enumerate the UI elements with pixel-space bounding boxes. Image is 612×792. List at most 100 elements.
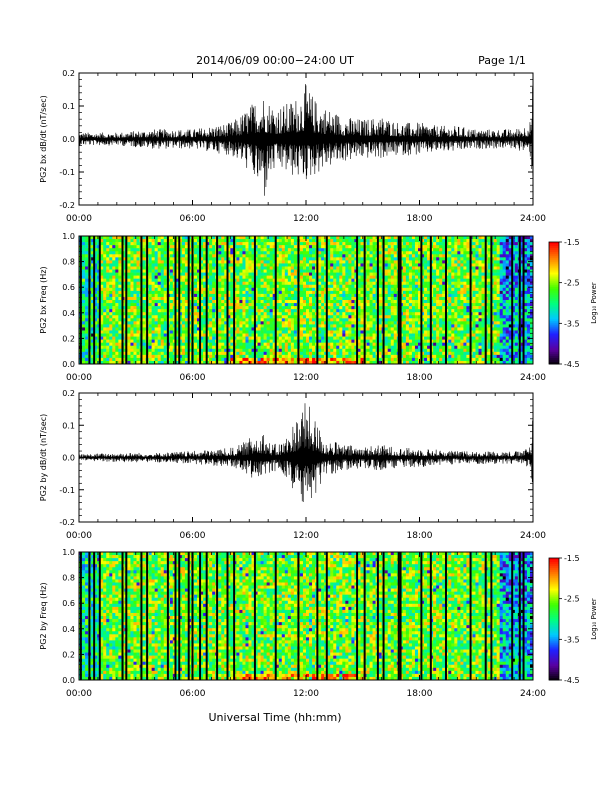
spectrogram-cell [393, 357, 398, 362]
spectrogram-cell [369, 333, 373, 337]
spectrogram-cell [242, 351, 246, 356]
spectrogram-cell [424, 263, 428, 267]
spectrogram-cell [272, 300, 277, 304]
spectrogram-cell [357, 239, 361, 243]
spectrogram-cell [130, 351, 134, 356]
spectrogram-cell [254, 315, 258, 319]
spectrogram-cell [263, 245, 267, 249]
spectrogram-cell [221, 272, 225, 276]
spectrogram-cell [348, 327, 352, 331]
spectrogram-cell [272, 318, 277, 322]
spectrogram-cell [175, 245, 180, 249]
spectrogram-cell [142, 321, 146, 325]
spectrogram-cell [230, 263, 234, 267]
spectrogram-cell [148, 275, 152, 279]
spectrogram-cell [239, 330, 243, 334]
spectrogram-cell [209, 303, 213, 307]
spectrogram-cell [112, 339, 116, 343]
spectrogram-cell [112, 281, 116, 286]
spectrogram-cell [151, 327, 155, 331]
spectrogram-cell [245, 348, 249, 353]
spectrogram-cell [309, 342, 313, 347]
spectrogram-cell [230, 354, 234, 359]
spectrogram-cell [230, 248, 234, 252]
spectrogram-cell [260, 263, 264, 267]
spectrogram-cell [236, 342, 240, 347]
spectrogram-cell [421, 348, 425, 353]
spectrogram-cell [309, 266, 313, 270]
spectrogram-cell [239, 293, 243, 298]
spectrogram-cell [127, 290, 131, 295]
spectrogram-cell [299, 336, 304, 340]
spectrogram-cell [82, 330, 86, 334]
spectrogram-cell [357, 263, 361, 267]
spectrogram-cell [302, 269, 307, 273]
spectrogram-cell [351, 309, 355, 313]
spectrogram-cell [181, 354, 186, 359]
spectrogram-cell [133, 257, 137, 261]
spectrogram-cell [299, 269, 304, 273]
spectrogram-cell [330, 333, 334, 337]
spectrogram-cell [103, 327, 107, 331]
spectrogram-cell [203, 287, 207, 292]
spectrogram-cell [248, 287, 252, 292]
spectrogram-cell [309, 321, 313, 325]
spectrogram-cell [342, 272, 346, 276]
spectrogram-cell [330, 327, 334, 331]
spectrogram-cell [369, 260, 373, 264]
spectrogram-cell [284, 354, 289, 359]
spectrogram-cell [118, 266, 122, 270]
spectrogram-cell [424, 321, 428, 325]
spectrogram-cell [163, 245, 168, 249]
spectrogram-cell [136, 333, 140, 337]
spectrogram-cell [390, 239, 395, 243]
spectrogram-cell [424, 266, 428, 270]
spectrogram-cell [85, 357, 89, 362]
spectrogram-cell [336, 239, 340, 243]
spectrogram-cell [169, 330, 174, 334]
spectrogram-cell [106, 300, 110, 304]
spectrogram-cell [306, 269, 310, 273]
spectrogram-cell [411, 309, 416, 313]
spectrogram-cell [136, 354, 140, 359]
spectrogram-cell [411, 260, 416, 264]
spectrogram-cell [333, 300, 337, 304]
spectrogram-cell [378, 266, 382, 270]
spectrogram-cell [414, 287, 419, 292]
spectrogram-cell [369, 281, 373, 286]
spectrogram-cell [390, 257, 395, 261]
spectrogram-cell [272, 306, 277, 310]
spectrogram-cell [160, 336, 165, 340]
spectrogram-cell [209, 357, 213, 362]
spectrogram-cell [115, 315, 119, 319]
spectrogram-cell [424, 290, 428, 295]
spectrogram-cell [390, 312, 395, 316]
spectrogram-cell [318, 357, 322, 362]
spectrogram-cell [357, 251, 361, 255]
spectrogram-cell [427, 309, 431, 313]
spectrogram-cell [200, 257, 204, 261]
spectrogram-cell [393, 324, 398, 328]
spectrogram-cell [309, 242, 313, 246]
spectrogram-cell [411, 336, 416, 340]
spectrogram-cell [224, 318, 228, 322]
spectrogram-cell [408, 278, 413, 283]
spectrogram-cell [175, 312, 180, 316]
spectrogram-cell [333, 318, 337, 322]
spectrogram-cell [287, 284, 292, 289]
spectrogram-cell [154, 318, 158, 322]
spectrogram-cell [290, 254, 295, 258]
spectrogram-cell [227, 284, 231, 289]
spectrogram-cell [302, 281, 307, 286]
spectrogram-cell [366, 312, 370, 316]
spectrogram-cell [327, 281, 331, 286]
spectrogram-cell [427, 336, 431, 340]
spectrogram-cell [281, 296, 286, 301]
spectrogram-cell [408, 300, 413, 304]
spectrogram-cell [245, 357, 249, 362]
spectrogram-cell [384, 272, 389, 276]
spectrogram-cell [239, 281, 243, 286]
spectrogram-cell [209, 260, 213, 264]
spectrogram-cell [318, 336, 322, 340]
spectrogram-cell [115, 296, 119, 301]
